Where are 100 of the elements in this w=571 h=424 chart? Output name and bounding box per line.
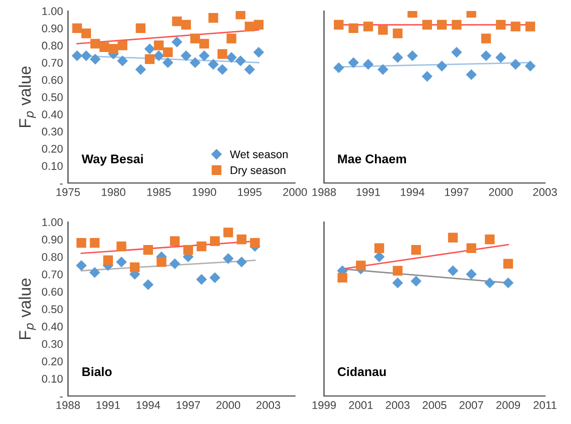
x-tick-label: 1994 [136,401,160,410]
point [484,278,495,288]
point [172,36,182,48]
point [407,50,418,61]
point [170,258,180,269]
text: Way Besai [82,154,143,166]
point [90,38,100,49]
y-tick-label: 0.10 [42,374,63,383]
legend-label: Wet season [230,150,288,158]
point [374,243,384,253]
x-tick-label: 2003 [386,401,410,410]
x-tick-label: 2003 [533,188,557,196]
y-tick-label: 1.00 [42,7,63,16]
x-tick-label: 1985 [147,188,171,196]
point [496,20,506,30]
point [334,20,344,30]
point [72,23,82,34]
point [226,34,236,44]
y-tick-label: 0.60 [42,288,63,296]
x-tick-label: 1991 [96,401,120,410]
y-tick-label: 0.20 [42,357,63,366]
x-tick-label: 1988 [56,401,80,410]
text: Cidanau [338,366,386,376]
y-tick-label: 0.50 [42,93,63,102]
x-tick-label: 1990 [192,188,216,196]
point [452,20,462,30]
point [466,243,476,253]
legend-label: Dry season [230,166,286,176]
x-tick-label: 1997 [176,401,200,410]
point [392,28,403,38]
x-tick-label: 2000 [489,188,513,196]
y-tick-label: 0.30 [42,340,63,348]
point [143,244,153,255]
point [510,59,521,70]
point [363,59,374,70]
point [235,56,246,66]
x-tick-label: 1999 [312,401,336,410]
point [437,20,447,30]
point [250,238,260,248]
point [510,22,520,32]
point [144,54,155,64]
point [378,25,388,35]
point [136,23,146,34]
y-tick-label: 0.50 [42,305,63,314]
x-tick-label: 1991 [356,188,380,196]
x-tick-label: 2001 [349,401,373,410]
y-tick-label: 0.40 [42,110,63,118]
point [503,278,514,288]
x-tick-label: 2007 [460,401,484,410]
y-axis-title: F$_{p}$ value [18,278,36,340]
x-tick-label: 1997 [445,188,468,196]
y-tick-label: 0.80 [42,253,63,261]
point [466,70,476,80]
point [208,13,218,23]
point [154,40,164,50]
point [378,64,388,75]
point [484,234,495,244]
point [72,50,82,61]
point [99,42,110,52]
point [334,62,344,73]
point [116,256,127,268]
point [208,59,218,70]
point [244,22,254,32]
point [196,242,206,252]
point [76,260,86,271]
x-tick-label: 1975 [56,188,80,196]
point [503,258,514,269]
point [81,50,92,61]
point [76,238,86,248]
x-tick-label: 1988 [312,188,336,196]
point [236,234,246,244]
point [217,64,228,75]
point [254,47,264,58]
y-tick-label: 0.40 [42,322,63,331]
point [210,272,220,283]
point [81,28,92,38]
point [118,40,128,50]
point [448,232,458,243]
point [525,60,536,72]
point [392,278,403,288]
point [190,57,200,68]
text: Bialo [82,366,112,376]
point [496,52,506,63]
y-tick-label: 0.60 [42,76,63,84]
x-tick-label: 2000 [283,188,307,196]
point [481,34,491,44]
y-tick-label: 0.80 [42,42,63,50]
y-tick-label: - [60,396,63,398]
point [117,56,128,66]
point [90,238,100,248]
point [448,266,458,276]
y-tick-label: 0.70 [42,58,63,67]
x-tick-label: 2011 [534,401,556,410]
point [90,267,100,278]
point [374,252,384,262]
point [226,52,237,63]
x-tick-label: 1980 [102,188,126,196]
point [172,16,182,26]
point [218,49,228,59]
point [244,64,255,75]
